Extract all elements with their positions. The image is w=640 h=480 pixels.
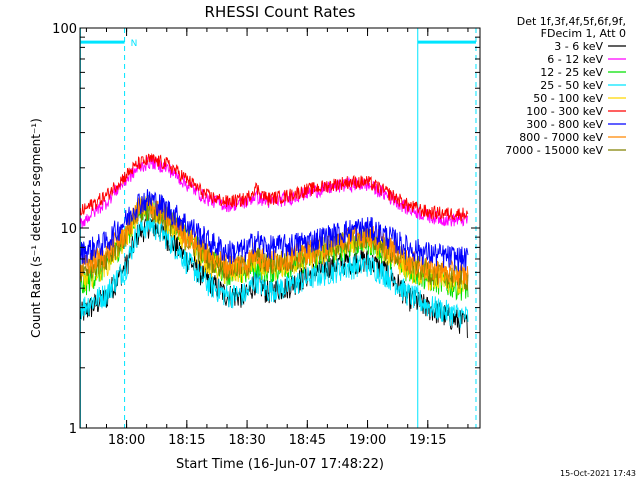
legend-entry: 800 - 7000 keV (519, 131, 603, 144)
legend-entry: 100 - 300 keV (526, 105, 603, 118)
y-tick-label: 10 (60, 222, 77, 237)
x-axis: 18:00 18:15 18:30 18:45 19:00 19:15 (85, 28, 469, 448)
legend-entry: 12 - 25 keV (540, 66, 603, 79)
legend-entry: 3 - 6 keV (554, 40, 603, 53)
y-axis: 1 10 100 (52, 22, 480, 437)
footer-date: 15-Oct-2021 17:43 (560, 469, 636, 478)
night-marker-label: N (131, 39, 138, 49)
chart-title: RHESSI Count Rates (205, 3, 356, 21)
legend-entry: 6 - 12 keV (547, 53, 603, 66)
y-tick-label: 1 (69, 422, 77, 437)
legend-entry: 300 - 800 keV (526, 118, 603, 131)
legend-entry: 25 - 50 keV (540, 79, 603, 92)
series-line-300-800-kev (80, 189, 469, 273)
x-tick-label: 18:30 (228, 433, 265, 448)
legend-entry: 50 - 100 keV (533, 92, 603, 105)
legend: Det 1f,3f,4f,5f,6f,9f,FDecim 1, Att 03 -… (505, 15, 626, 157)
x-tick-label: 18:00 (108, 433, 145, 448)
legend-header: Det 1f,3f,4f,5f,6f,9f, (517, 15, 626, 28)
x-tick-label: 18:15 (168, 433, 205, 448)
x-tick-label: 19:15 (409, 433, 446, 448)
x-tick-label: 18:45 (289, 433, 326, 448)
series-line-3-6-kev (80, 215, 469, 339)
x-tick-label: 19:00 (349, 433, 386, 448)
series-line-100-300-kev (80, 152, 469, 222)
legend-header: FDecim 1, Att 0 (541, 27, 626, 40)
series-layer (80, 152, 469, 339)
series-line-25-50-kev (80, 213, 469, 328)
y-axis-label: Count Rate (s⁻¹ detector segment⁻¹) (29, 118, 43, 338)
x-axis-label: Start Time (16-Jun-07 17:48:22) (176, 457, 384, 472)
legend-entry: 7000 - 15000 keV (505, 144, 603, 157)
y-tick-label: 100 (52, 22, 77, 37)
